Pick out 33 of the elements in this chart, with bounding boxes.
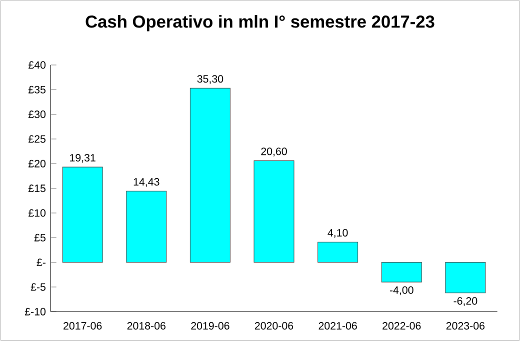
y-tick-label: £30: [28, 110, 46, 118]
x-tick-label: 2022-06: [382, 322, 421, 330]
x-tick-label: 2023-06: [446, 322, 485, 330]
y-tick-label: £-: [36, 258, 46, 266]
data-label: 19,31: [70, 154, 96, 163]
data-label: 4,10: [328, 229, 348, 238]
x-tick-label: 2018-06: [127, 322, 166, 330]
chart-title: Cash Operativo in mln I° semestre 2017-23: [86, 15, 434, 32]
bar: [381, 262, 422, 282]
y-tick-label: £25: [28, 135, 46, 143]
y-tick-label: £-10: [24, 308, 46, 316]
bar: [254, 160, 294, 263]
data-label: 20,60: [261, 148, 287, 156]
y-tick-label: £40: [28, 61, 46, 69]
x-tick-label: 2019-06: [191, 322, 230, 330]
x-tick-label: 2017-06: [64, 322, 102, 330]
bar: [318, 242, 358, 263]
bar: [126, 190, 167, 263]
y-tick-label: £35: [28, 86, 46, 94]
x-tick-label: 2020-06: [254, 322, 294, 330]
bar: [190, 88, 230, 263]
y-tick-label: £15: [28, 184, 46, 192]
data-label: 35,30: [197, 75, 224, 84]
bar: [445, 262, 486, 294]
data-label: -6,20: [454, 297, 478, 306]
y-tick-label: £20: [28, 160, 46, 168]
bar: [62, 166, 103, 263]
data-label: -4,00: [390, 286, 414, 296]
y-tick-label: £-5: [30, 283, 46, 291]
x-tick-label: 2021-06: [318, 322, 357, 330]
data-label: 14,43: [134, 178, 160, 187]
y-tick-label: £5: [34, 234, 46, 242]
y-tick-label: £10: [28, 209, 46, 217]
